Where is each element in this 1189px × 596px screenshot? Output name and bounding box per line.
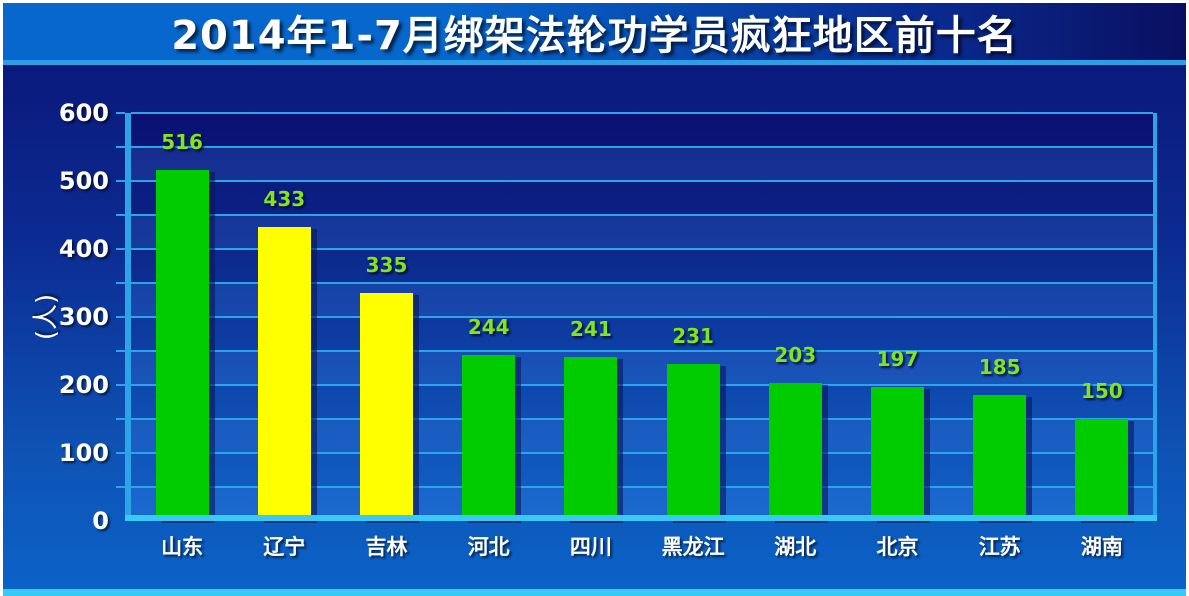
bar-value-label: 150 (1081, 379, 1123, 403)
grid-band (131, 147, 1153, 181)
x-axis-label: 四川 (569, 535, 612, 559)
y-tick-mark (116, 350, 125, 352)
bar-5 (564, 357, 618, 521)
x-axis-label: 北京 (876, 535, 919, 559)
bar-2 (257, 226, 311, 521)
bar-9 (973, 395, 1027, 521)
bar-value-label: 241 (570, 317, 612, 342)
bar-value-label: 185 (978, 355, 1021, 380)
gridline (131, 452, 1153, 454)
gridline (131, 248, 1153, 250)
gridline (131, 350, 1153, 352)
bar-7 (768, 382, 822, 521)
y-tick-label: 100 (58, 439, 109, 467)
y-tick-mark (116, 384, 125, 386)
bar-value-label: 335 (365, 253, 408, 278)
x-axis-label: 山东 (161, 535, 204, 559)
bar-4 (462, 355, 516, 521)
bar-8 (871, 387, 924, 521)
bar-10 (1075, 419, 1129, 521)
x-axis-label: 河北 (467, 535, 510, 559)
bar-value-label: 244 (467, 315, 510, 340)
bar-6 (666, 363, 720, 521)
y-axis-line (125, 113, 131, 521)
chart-title: 2014年1-7月绑架法轮功学员疯狂地区前十名 (171, 12, 1018, 59)
y-tick-mark (116, 248, 125, 250)
gridline (131, 214, 1153, 216)
bar-value-label: 197 (876, 347, 919, 372)
gridline (131, 316, 1153, 318)
gridline (131, 384, 1153, 386)
bar-value-label: 516 (161, 130, 203, 155)
y-tick-mark (116, 214, 125, 216)
y-tick-mark (116, 180, 125, 182)
gridline (131, 282, 1153, 284)
bar-value-label: 433 (263, 186, 306, 211)
x-axis-label: 吉林 (365, 535, 408, 559)
chart-title-band: 2014年1-7月绑架法轮功学员疯狂地区前十名 (3, 3, 1186, 60)
gridline (131, 486, 1153, 488)
bottom-accent-strip (3, 589, 1186, 596)
grid-band (131, 113, 1153, 147)
gridline (131, 112, 1153, 114)
y-tick-label: 200 (58, 371, 109, 399)
y-tick-mark (116, 146, 125, 148)
y-tick-label: 500 (58, 167, 109, 195)
bar-value-label: 231 (672, 323, 714, 348)
bar-1 (155, 170, 209, 521)
y-tick-mark (116, 418, 125, 420)
x-axis-label: 辽宁 (263, 535, 306, 559)
bar-3 (360, 293, 413, 521)
x-axis-label: 湖北 (774, 535, 817, 559)
y-tick-mark (116, 316, 125, 318)
x-axis-baseline (125, 515, 1157, 521)
y-tick-label: 600 (58, 99, 109, 127)
title-underline-accent (3, 60, 1186, 65)
y-tick-label: 400 (58, 235, 109, 263)
x-axis-label: 江苏 (978, 535, 1021, 559)
y-tick-mark (116, 282, 125, 284)
gridline (131, 180, 1153, 182)
x-axis-label: 黑龙江 (661, 535, 725, 559)
gridline (131, 418, 1153, 420)
y-tick-label: 300 (58, 303, 109, 331)
x-axis-label: 湖南 (1080, 535, 1123, 559)
plot-right-border (1153, 113, 1157, 521)
y-tick-label: 0 (92, 507, 109, 535)
y-tick-mark (116, 486, 125, 488)
y-axis-title: (人) (31, 293, 62, 341)
bar-value-label: 203 (774, 342, 817, 367)
y-tick-mark (116, 452, 125, 454)
y-tick-mark (116, 112, 125, 114)
gridline (131, 146, 1153, 148)
plot-area: 516 433 335 244 241 231 203 197 185 150 0 100 200 30… (32, 100, 1157, 559)
